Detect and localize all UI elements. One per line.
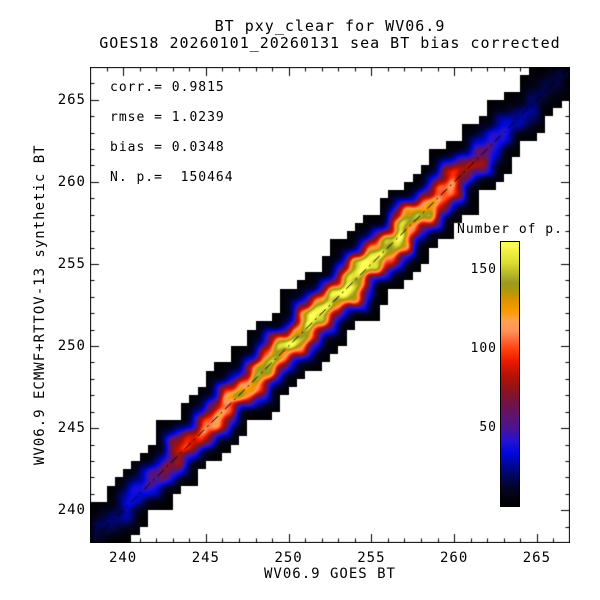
x-tick-label-240: 240 [108,550,138,566]
y-tick-label-265: 265 [57,91,86,108]
y-tick-label-255: 255 [57,255,86,272]
x-tick-label-265: 265 [522,550,552,566]
stat-corr: corr.= 0.9815 [110,80,225,95]
colorbar-tick-100: 100 [470,341,497,356]
plot-subtitle: GOES18 20260101_20260131 sea BT bias cor… [99,34,561,52]
x-tick-label-260: 260 [439,550,469,566]
stat-rmse: rmse = 1.0239 [110,110,225,125]
stat-npoints: N. p.= 150464 [110,170,234,185]
y-tick-label-260: 260 [57,173,86,190]
colorbar-tick-50: 50 [479,420,497,435]
colorbar-title: Number of p. [457,222,563,237]
y-axis-title: WV06.9 ECMWF+RTTOV-13 synthetic BT [32,144,48,466]
y-tick-label-250: 250 [57,338,86,355]
colorbar [500,241,520,507]
colorbar-tick-150: 150 [470,262,497,277]
x-tick-label-245: 245 [191,550,220,566]
plot-title: BT pxy_clear for WV06.9 [214,17,446,35]
x-tick-label-250: 250 [274,550,303,566]
x-axis-title: WV06.9 GOES BT [263,566,396,582]
x-tick-label-255: 255 [357,550,386,566]
stat-bias: bias = 0.0348 [110,140,225,155]
density-heatmap-canvas [90,67,570,543]
plot-area [90,67,570,543]
y-tick-label-245: 245 [57,420,86,437]
y-tick-label-240: 240 [57,502,86,519]
